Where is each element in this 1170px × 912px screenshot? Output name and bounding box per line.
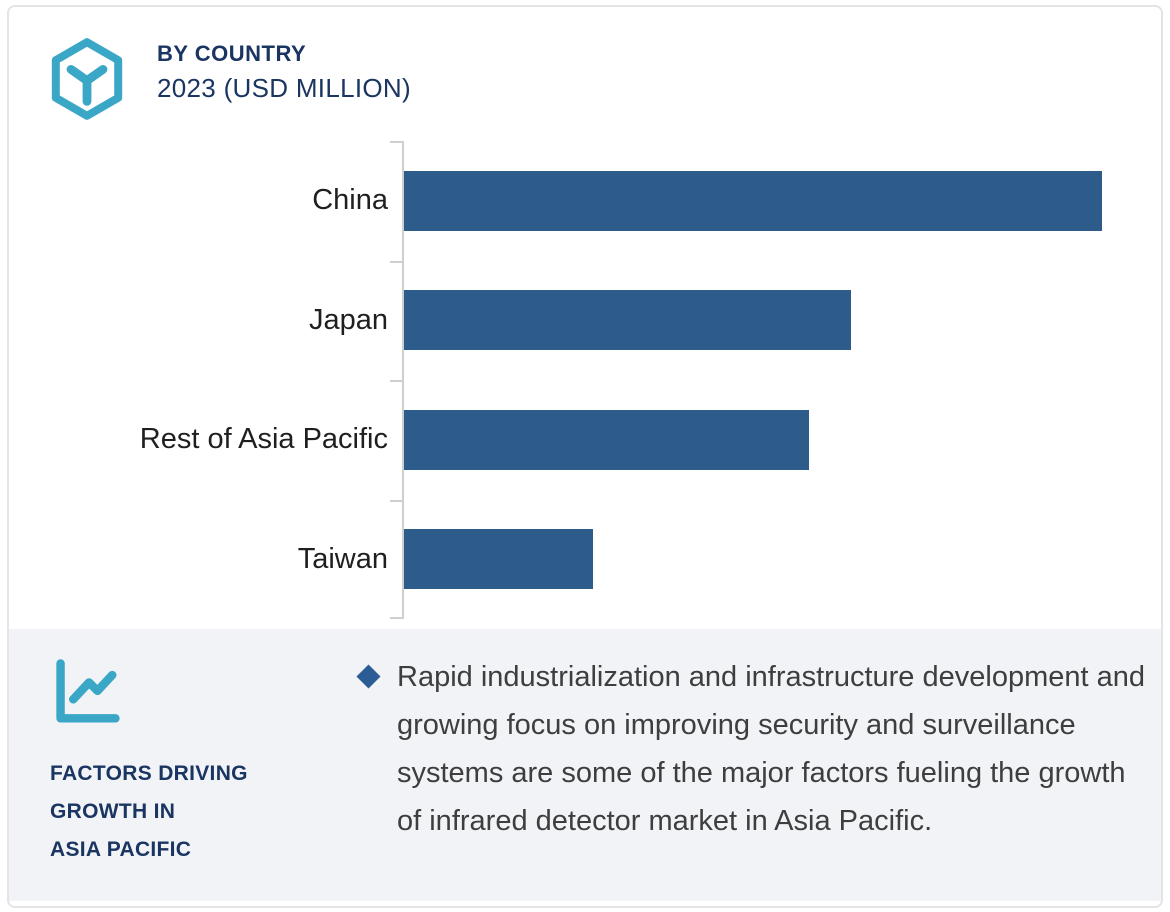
axis-tick — [390, 260, 402, 263]
diamond-bullet-icon — [356, 664, 381, 689]
chart-row: Japan — [9, 261, 1158, 381]
value-bar — [404, 409, 809, 470]
category-label: Japan — [308, 303, 388, 336]
panel-heading-line: GROWTH IN — [50, 800, 176, 823]
chart-rows: China Japan Rest of Asia Pacific Taiwan — [9, 141, 1158, 619]
value-bar — [404, 529, 593, 590]
chart-subtitle: 2023 (USD MILLION) — [157, 73, 411, 103]
value-bar — [404, 170, 1103, 231]
chart-row: Taiwan — [9, 500, 1158, 620]
bar-track — [404, 380, 1158, 500]
hexagon-cube-logo-icon — [51, 38, 123, 120]
chart-title: BY COUNTRY — [157, 41, 307, 66]
axis-tick — [390, 617, 402, 619]
category-label: Rest of Asia Pacific — [139, 423, 388, 456]
insight-text: Rapid industrialization and infrastructu… — [397, 661, 1145, 837]
panel-heading-line: ASIA PACIFIC — [50, 838, 192, 861]
axis-tick — [390, 141, 402, 143]
chart-header: BY COUNTRY 2023 (USD MILLION) — [157, 41, 411, 104]
chart-row: China — [9, 141, 1158, 261]
axis-tick — [390, 499, 402, 502]
infographic-card: BY COUNTRY 2023 (USD MILLION) China Japan… — [7, 5, 1163, 908]
axis-tick — [390, 380, 402, 382]
chart-row: Rest of Asia Pacific — [9, 380, 1158, 500]
bar-track — [404, 500, 1158, 620]
value-bar — [404, 290, 851, 351]
category-label: Taiwan — [297, 542, 388, 575]
bar-track — [404, 141, 1158, 261]
bar-track — [404, 261, 1158, 381]
bar-chart: China Japan Rest of Asia Pacific Taiwan — [9, 141, 1158, 619]
trend-line-chart-icon — [56, 659, 120, 723]
panel-heading: FACTORS DRIVING GROWTH IN ASIA PACIFIC — [50, 755, 248, 869]
y-axis — [402, 141, 404, 619]
insight-panel: FACTORS DRIVING GROWTH IN ASIA PACIFIC Rap… — [9, 629, 1161, 901]
insight-bullet: Rapid industrialization and infrastructu… — [356, 653, 1147, 845]
panel-heading-line: FACTORS DRIVING — [50, 762, 248, 785]
category-label: China — [312, 184, 388, 217]
